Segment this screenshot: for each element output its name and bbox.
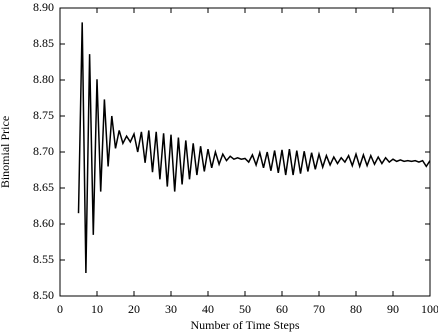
y-tick-label: 8.65: [33, 180, 54, 194]
x-tick-label: 60: [276, 302, 288, 316]
x-tick-label: 30: [165, 302, 177, 316]
y-tick-label: 8.80: [33, 72, 54, 86]
plot-frame: [59, 7, 431, 297]
x-tick-label: 80: [350, 302, 362, 316]
y-tick-label: 8.75: [33, 108, 54, 122]
y-tick-label: 8.50: [33, 288, 54, 302]
x-axis-label: Number of Time Steps: [190, 318, 299, 332]
y-tick-label: 8.85: [33, 36, 54, 50]
y-axis-label: Binomial Price: [0, 116, 12, 188]
price-line: [77, 22, 431, 273]
y-tick-label: 8.60: [33, 216, 54, 230]
x-tick-label: 40: [202, 302, 214, 316]
y-tick-label: 8.90: [33, 0, 54, 14]
y-tick-label: 8.55: [33, 252, 54, 266]
x-tick-label: 10: [91, 302, 103, 316]
x-tick-label: 70: [313, 302, 325, 316]
x-tick-label: 50: [239, 302, 251, 316]
y-tick-label: 8.70: [33, 144, 54, 158]
x-tick-label: 0: [57, 302, 63, 316]
x-tick-label: 20: [128, 302, 140, 316]
x-tick-label: 100: [421, 302, 438, 316]
x-tick-label: 90: [387, 302, 399, 316]
